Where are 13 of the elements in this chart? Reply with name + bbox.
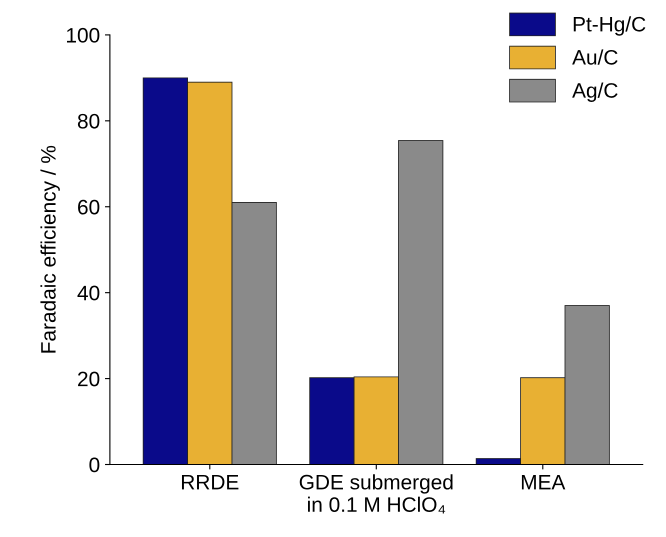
x-tick-label: GDE submerged in 0.1 M HClO₄: [300, 474, 453, 514]
x-tick-label: MEA: [522, 474, 566, 490]
y-tick-label: 40: [77, 286, 100, 300]
legend-label: Ag/C: [572, 82, 618, 102]
y-tick-label: 80: [78, 114, 100, 129]
y-axis-title: Faradaic efficiency / %: [40, 146, 60, 353]
y-tick-label: 100: [67, 28, 100, 43]
x-tick-label: RRDE: [182, 474, 238, 490]
legend-label: Au/C: [572, 49, 618, 65]
legend-label: Pt-Hg/C: [574, 16, 646, 36]
y-tick-label: 60: [78, 200, 100, 214]
y-tick-label: 0: [89, 458, 100, 472]
y-tick-label: 20: [78, 372, 100, 386]
